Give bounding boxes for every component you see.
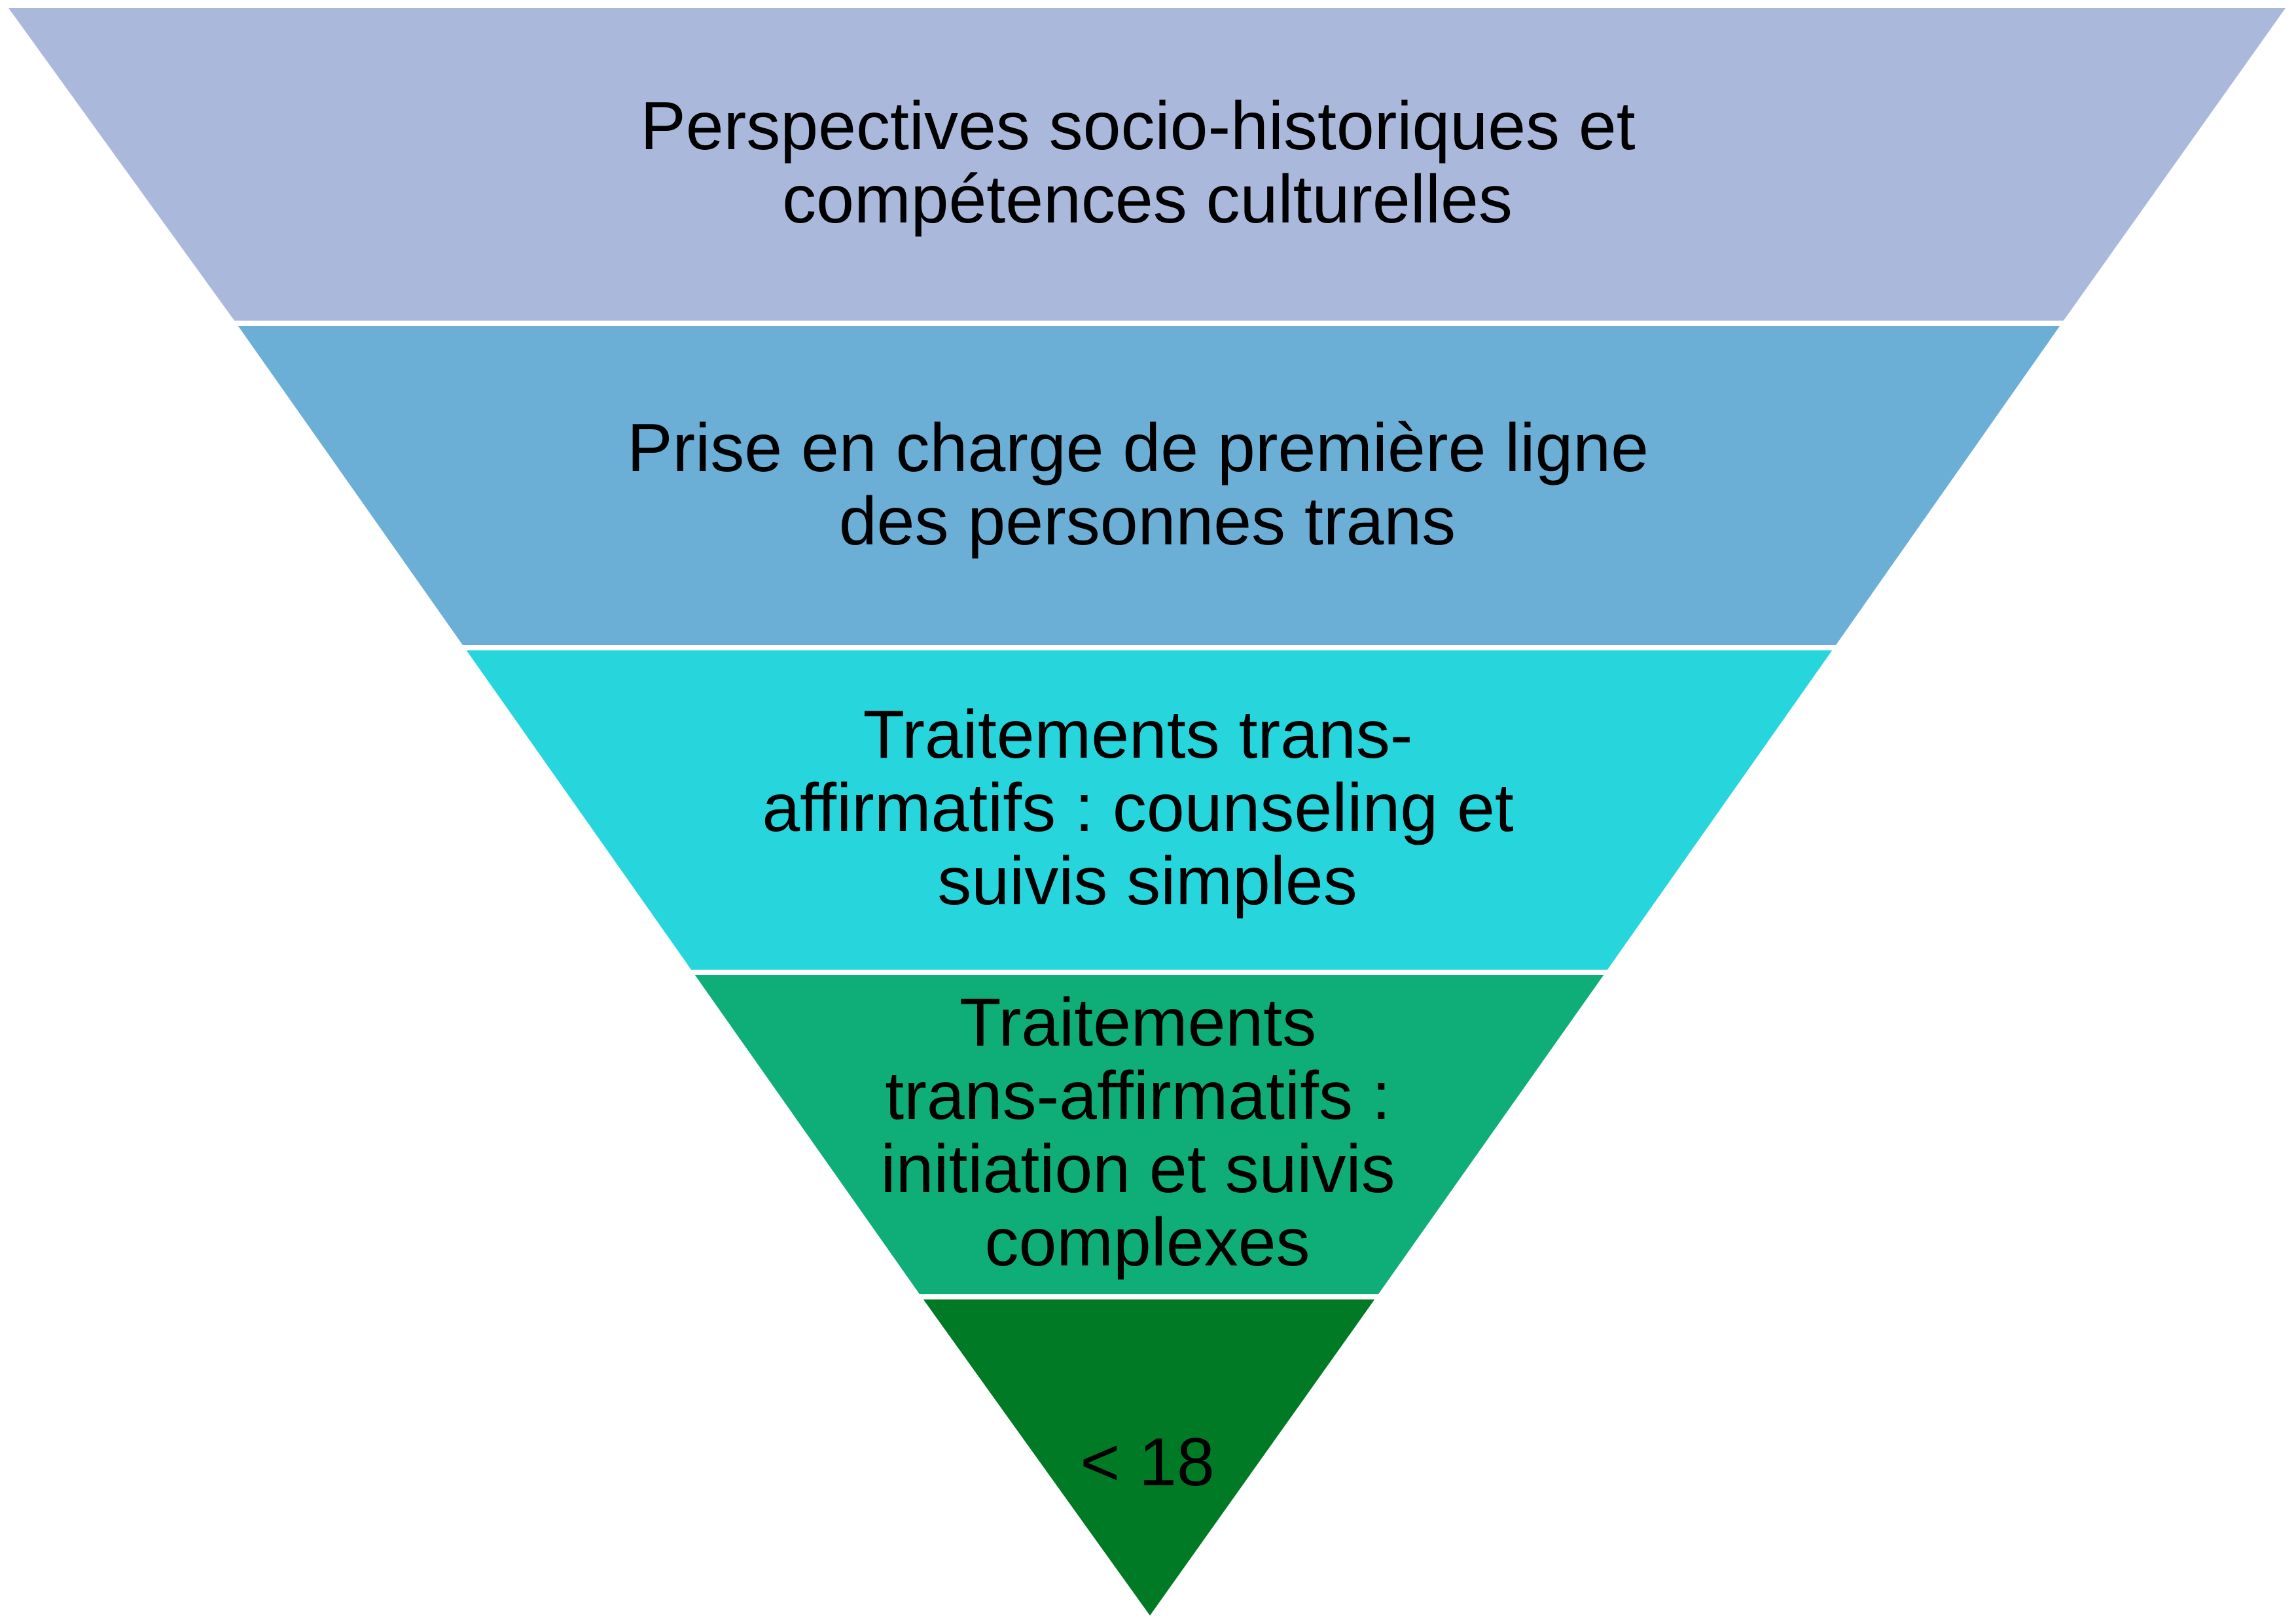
- pyramid-level-5-band: [913, 1294, 1385, 1624]
- pyramid-level-4-label: Traitements trans-affirmatifs : initiati…: [880, 985, 1414, 1280]
- pyramid-level-1: Perspectives socio-historiques et compét…: [0, 2, 2294, 326]
- pyramid-level-5-label: < 18: [1080, 1424, 1214, 1500]
- pyramid-level-1-label: Perspectives socio-historiques et compét…: [640, 88, 1654, 238]
- pyramid-level-5: < 18: [913, 1294, 1385, 1624]
- pyramid-level-4: Traitements trans-affirmatifs : initiati…: [685, 970, 1614, 1299]
- pyramid-level-3-label: Traitements trans- affirmatifs : counsel…: [762, 697, 1532, 919]
- pyramid-level-3: Traitements trans- affirmatifs : counsel…: [456, 645, 1842, 975]
- pyramid-level-2: Prise en charge de première ligne des pe…: [228, 321, 2070, 650]
- pyramid-level-2-label: Prise en charge de première ligne des pe…: [627, 410, 1668, 559]
